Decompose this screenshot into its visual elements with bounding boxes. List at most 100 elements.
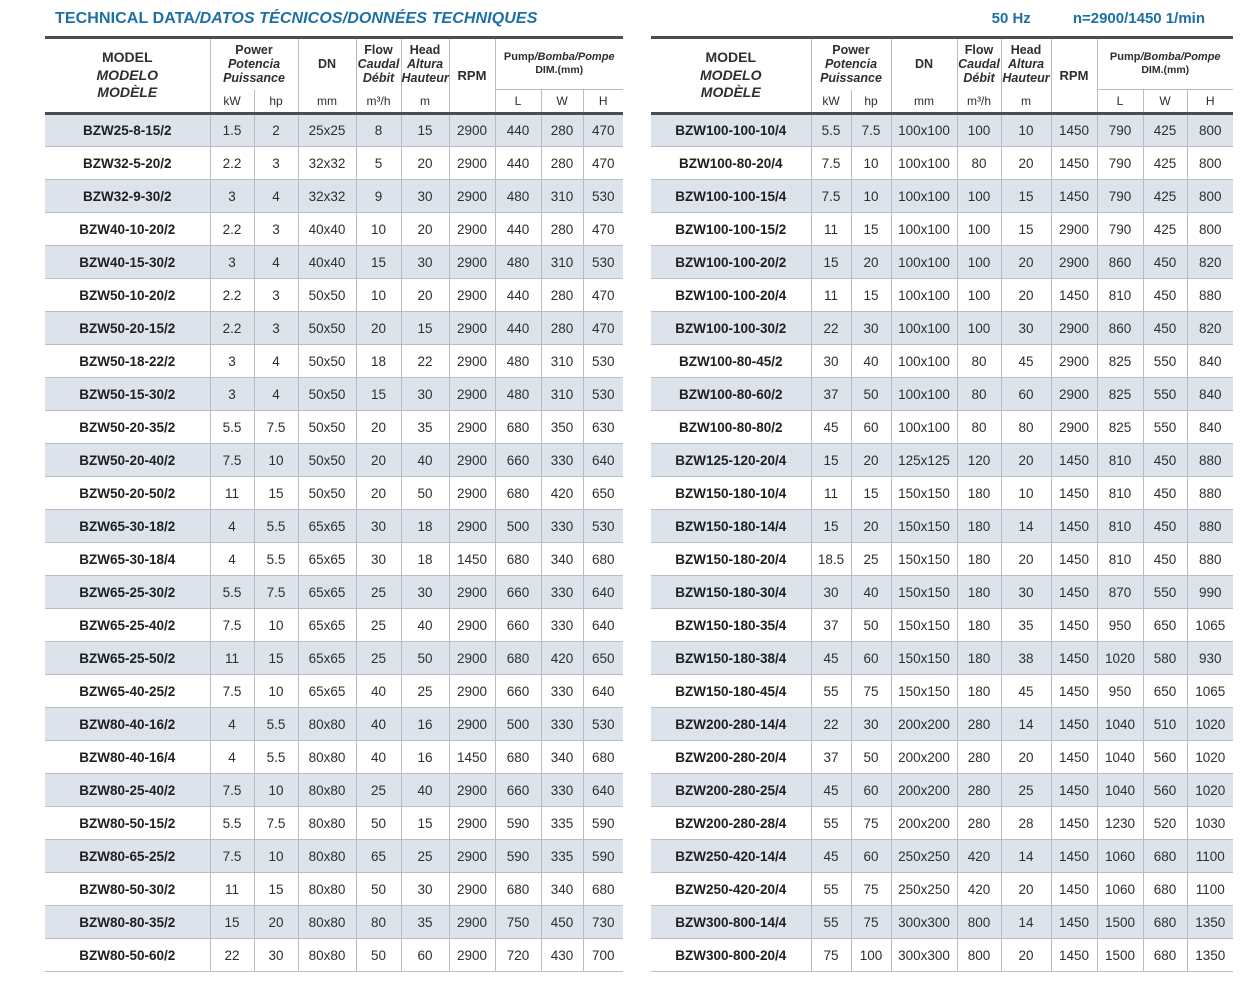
model-cell: BZW80-25-40/2 [45, 773, 210, 807]
value-cell: 440 [494, 146, 541, 180]
value-cell: 680 [1142, 872, 1187, 906]
flow-header-en: Flow [964, 43, 994, 58]
value-cell: 1230 [1096, 806, 1143, 840]
page-title-en: TECHNICAL DATA [55, 10, 196, 27]
model-cell: BZW50-20-15/2 [45, 311, 210, 345]
value-cell: 440 [494, 113, 541, 147]
value-cell: 470 [582, 278, 623, 312]
power-header-es: Potencia [824, 57, 878, 72]
model-cell: BZW65-40-25/2 [45, 674, 210, 708]
value-cell: 65x65 [297, 641, 356, 675]
table-row: BZW100-100-20/2 15 20 100x100 100 20 2900 860 45… [651, 245, 1233, 279]
value-cell: 5.5 [253, 740, 298, 774]
unit-length: L [1096, 89, 1143, 114]
model-cell: BZW80-65-25/2 [45, 839, 210, 873]
value-cell: 480 [494, 344, 541, 378]
value-cell: 680 [494, 476, 541, 510]
value-cell: 680 [494, 872, 541, 906]
value-cell: 1350 [1186, 938, 1233, 972]
value-cell: 100x100 [890, 344, 957, 378]
unit-flow: m³/h [355, 89, 401, 114]
value-cell: 2900 [448, 146, 495, 180]
value-cell: 20 [1000, 278, 1051, 312]
model-cell: BZW100-100-15/2 [651, 212, 811, 246]
value-cell: 20 [850, 245, 891, 279]
value-cell: 3 [209, 245, 254, 279]
value-cell: 2.2 [209, 212, 254, 246]
value-cell: 15 [400, 806, 449, 840]
value-cell: 50 [850, 377, 891, 411]
value-cell: 640 [582, 773, 623, 807]
value-cell: 470 [582, 311, 623, 345]
value-cell: 950 [1096, 608, 1143, 642]
value-cell: 1020 [1186, 773, 1233, 807]
value-cell: 45 [810, 839, 851, 873]
value-cell: 880 [1186, 278, 1233, 312]
tables-wrap: MODEL MODELO MODÈLE Power Potencia Puiss… [45, 36, 1254, 972]
value-cell: 180 [956, 575, 1001, 609]
value-cell: 1030 [1186, 806, 1233, 840]
value-cell: 825 [1096, 377, 1143, 411]
value-cell: 50 [850, 608, 891, 642]
value-cell: 680 [494, 542, 541, 576]
flow-header-es: Caudal [958, 57, 1000, 72]
value-cell: 7.5 [209, 773, 254, 807]
table-row: BZW65-25-30/2 5.5 7.5 65x65 25 30 2900 660 330 64… [45, 575, 623, 609]
value-cell: 1020 [1096, 641, 1143, 675]
value-cell: 640 [582, 608, 623, 642]
value-cell: 15 [810, 509, 851, 543]
value-cell: 450 [1142, 476, 1187, 510]
value-cell: 45 [810, 773, 851, 807]
model-cell: BZW50-10-20/2 [45, 278, 210, 312]
value-cell: 680 [582, 740, 623, 774]
value-cell: 7.5 [253, 410, 298, 444]
table-header: MODEL MODELO MODÈLE Power Potencia Puiss… [45, 37, 623, 114]
value-cell: 420 [540, 476, 583, 510]
value-cell: 1450 [1050, 839, 1097, 873]
value-cell: 14 [1000, 707, 1051, 741]
model-column-header: MODEL MODELO MODÈLE [45, 38, 210, 114]
value-cell: 10 [1000, 476, 1051, 510]
value-cell: 80x80 [297, 806, 356, 840]
value-cell: 2900 [448, 443, 495, 477]
unit-kw: kW [209, 89, 254, 114]
value-cell: 15 [1000, 179, 1051, 213]
value-cell: 1450 [1050, 674, 1097, 708]
unit-width: W [540, 89, 583, 114]
table-row: BZW150-180-30/4 30 40 150x150 180 30 1450 870 55… [651, 575, 1233, 609]
value-cell: 840 [1186, 410, 1233, 444]
value-cell: 680 [494, 410, 541, 444]
value-cell: 100 [956, 311, 1001, 345]
value-cell: 15 [850, 278, 891, 312]
table-row: BZW32-9-30/2 3 4 32x32 9 30 2900 480 310 530 [45, 179, 623, 213]
value-cell: 65x65 [297, 608, 356, 642]
value-cell: 15 [1000, 212, 1051, 246]
value-cell: 14 [1000, 509, 1051, 543]
value-cell: 880 [1186, 476, 1233, 510]
value-cell: 330 [540, 575, 583, 609]
value-cell: 50x50 [297, 410, 356, 444]
value-cell: 65x65 [297, 509, 356, 543]
value-cell: 550 [1142, 575, 1187, 609]
dn-column-header: DN [890, 37, 957, 90]
value-cell: 75 [850, 674, 891, 708]
value-cell: 335 [540, 839, 583, 873]
value-cell: 2900 [448, 872, 495, 906]
value-cell: 2900 [448, 377, 495, 411]
model-column-header: MODEL MODELO MODÈLE [651, 38, 811, 114]
value-cell: 790 [1096, 212, 1143, 246]
value-cell: 55 [810, 872, 851, 906]
model-cell: BZW80-40-16/2 [45, 707, 210, 741]
value-cell: 30 [1000, 311, 1051, 345]
value-cell: 40 [355, 707, 401, 741]
value-cell: 680 [1142, 839, 1187, 873]
dim-header-unit: DIM.(mm) [535, 64, 584, 77]
value-cell: 40 [400, 773, 449, 807]
value-cell: 20 [355, 410, 401, 444]
value-cell: 840 [1186, 344, 1233, 378]
table-row: BZW150-180-10/4 11 15 150x150 180 10 1450 810 45… [651, 476, 1233, 510]
value-cell: 20 [400, 278, 449, 312]
value-cell: 340 [540, 872, 583, 906]
model-cell: BZW80-80-35/2 [45, 905, 210, 939]
value-cell: 720 [494, 938, 541, 972]
